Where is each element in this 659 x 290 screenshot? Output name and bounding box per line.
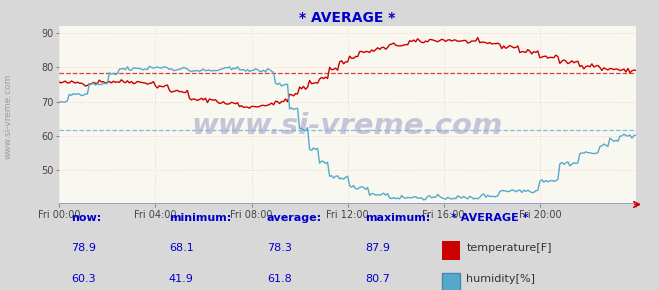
Text: * AVERAGE *: * AVERAGE * [451,213,529,223]
Text: 78.9: 78.9 [71,243,96,253]
Title: * AVERAGE *: * AVERAGE * [299,11,396,25]
Text: www.si-vreme.com: www.si-vreme.com [3,73,13,159]
Text: www.si-vreme.com: www.si-vreme.com [192,112,503,140]
Text: minimum:: minimum: [169,213,231,223]
Text: maximum:: maximum: [365,213,430,223]
FancyBboxPatch shape [442,242,460,260]
Text: 61.8: 61.8 [267,274,292,284]
Text: 80.7: 80.7 [365,274,389,284]
Text: 68.1: 68.1 [169,243,194,253]
Text: now:: now: [71,213,101,223]
Text: humidity[%]: humidity[%] [467,274,535,284]
Text: 60.3: 60.3 [71,274,96,284]
Text: average:: average: [267,213,322,223]
Text: temperature[F]: temperature[F] [467,243,552,253]
FancyBboxPatch shape [442,273,460,290]
Text: 41.9: 41.9 [169,274,194,284]
Text: 78.3: 78.3 [267,243,292,253]
Text: 87.9: 87.9 [365,243,390,253]
